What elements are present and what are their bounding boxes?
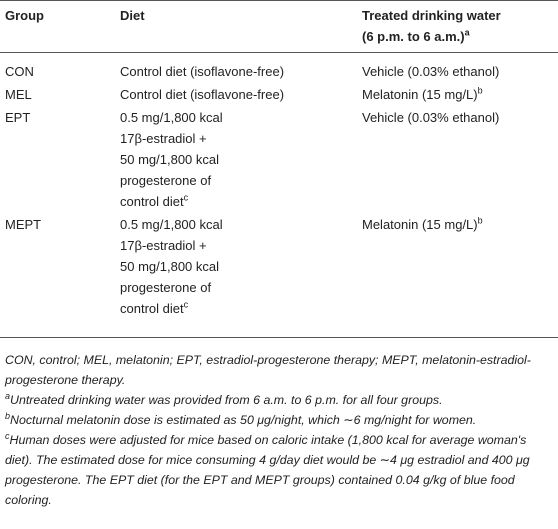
cell-line: 17β-estradiol + [120,131,207,146]
cell-line: progesterone of [120,173,212,188]
table-row: EPT 0.5 mg/1,800 kcal 17β-estradiol + 50 mg… [0,107,558,214]
cell-line: Melatonin (15 mg/L)b [362,85,483,102]
cell-line: Control diet (isoflavone-free) [120,64,285,79]
table-cell: 0.5 mg/1,800 kcal 17β-estradiol + 50 mg/1,… [115,107,357,214]
table-row: MEL Control diet (isoflavone-free) Melaton… [0,84,558,107]
cell-line: MEPT [5,217,42,232]
cell-line: MEL [5,87,32,102]
cell-line: Vehicle (0.03% ethanol) [362,110,500,125]
table-row: MEPT 0.5 mg/1,800 kcal 17β-estradiol + 50 m… [0,214,558,338]
cell-line: Treated drinking water [362,8,501,23]
table-cell: CON [0,53,115,85]
cell-line: control dietc [120,192,189,209]
cell-line: 0.5 mg/1,800 kcal [120,110,223,125]
footnote-marker: b [5,410,11,421]
footnote-text: Human doses were adjusted for mice based… [5,433,530,507]
footnote-text: Untreated drinking water was provided fr… [10,393,443,407]
table-cell: Control diet (isoflavone-free) [115,84,357,107]
superscript: b [477,215,483,226]
cell-line: progesterone of [120,280,212,295]
table-body: CON Control diet (isoflavone-free) Vehicle… [0,53,558,338]
footnote-text: Nocturnal melatonin dose is estimated as… [10,413,477,427]
cell-line: 50 mg/1,800 kcal [120,152,220,167]
table-cell: MEL [0,84,115,107]
footnote-text: CON, control; MEL, melatonin; EPT, estra… [5,353,531,387]
cell-line: Melatonin (15 mg/L)b [362,215,483,232]
table-row: CON Control diet (isoflavone-free) Vehicle… [0,53,558,85]
header-row: Group Diet Treated drinking water (6 p.m. t… [0,0,558,53]
cell-line: Control diet (isoflavone-free) [120,87,285,102]
table: Group Diet Treated drinking water (6 p.m. t… [0,0,558,338]
superscript: b [477,85,483,96]
table-cell: Melatonin (15 mg/L)b [357,84,558,107]
table-cell: 0.5 mg/1,800 kcal 17β-estradiol + 50 mg/1,… [115,214,357,338]
footnote: CON, control; MEL, melatonin; EPT, estra… [5,350,554,390]
footnote-marker: c [5,430,10,441]
header-cell: Treated drinking water (6 p.m. to 6 a.m.)… [357,1,558,53]
cell-line: Vehicle (0.03% ethanol) [362,64,500,79]
cell-line: 0.5 mg/1,800 kcal [120,217,223,232]
cell-line: 17β-estradiol + [120,238,207,253]
cell-line: (6 p.m. to 6 a.m.)a [362,27,470,44]
footnote: bNocturnal melatonin dose is estimated a… [5,410,554,430]
cell-line: EPT [5,110,31,125]
superscript: c [183,192,189,203]
footnote: cHuman doses were adjusted for mice base… [5,430,554,510]
cell-line: Diet [120,8,145,23]
cell-line: 50 mg/1,800 kcal [120,259,220,274]
superscript: a [464,27,470,38]
cell-line: control dietc [120,299,189,316]
header-cell: Diet [115,1,357,53]
footnotes: CON, control; MEL, melatonin; EPT, estra… [0,338,558,510]
cell-line: CON [5,64,34,79]
table-cell: MEPT [0,214,115,338]
cell-line: Group [5,8,44,23]
table-cell: Melatonin (15 mg/L)b [357,214,558,338]
table-cell: Vehicle (0.03% ethanol) [357,107,558,214]
table-header: Group Diet Treated drinking water (6 p.m. t… [0,0,558,53]
table-cell: Control diet (isoflavone-free) [115,53,357,85]
table-cell: EPT [0,107,115,214]
table-cell: Vehicle (0.03% ethanol) [357,53,558,85]
footnote-marker: a [5,390,11,401]
superscript: c [183,299,189,310]
footnote: aUntreated drinking water was provided f… [5,390,554,410]
header-cell: Group [0,1,115,53]
